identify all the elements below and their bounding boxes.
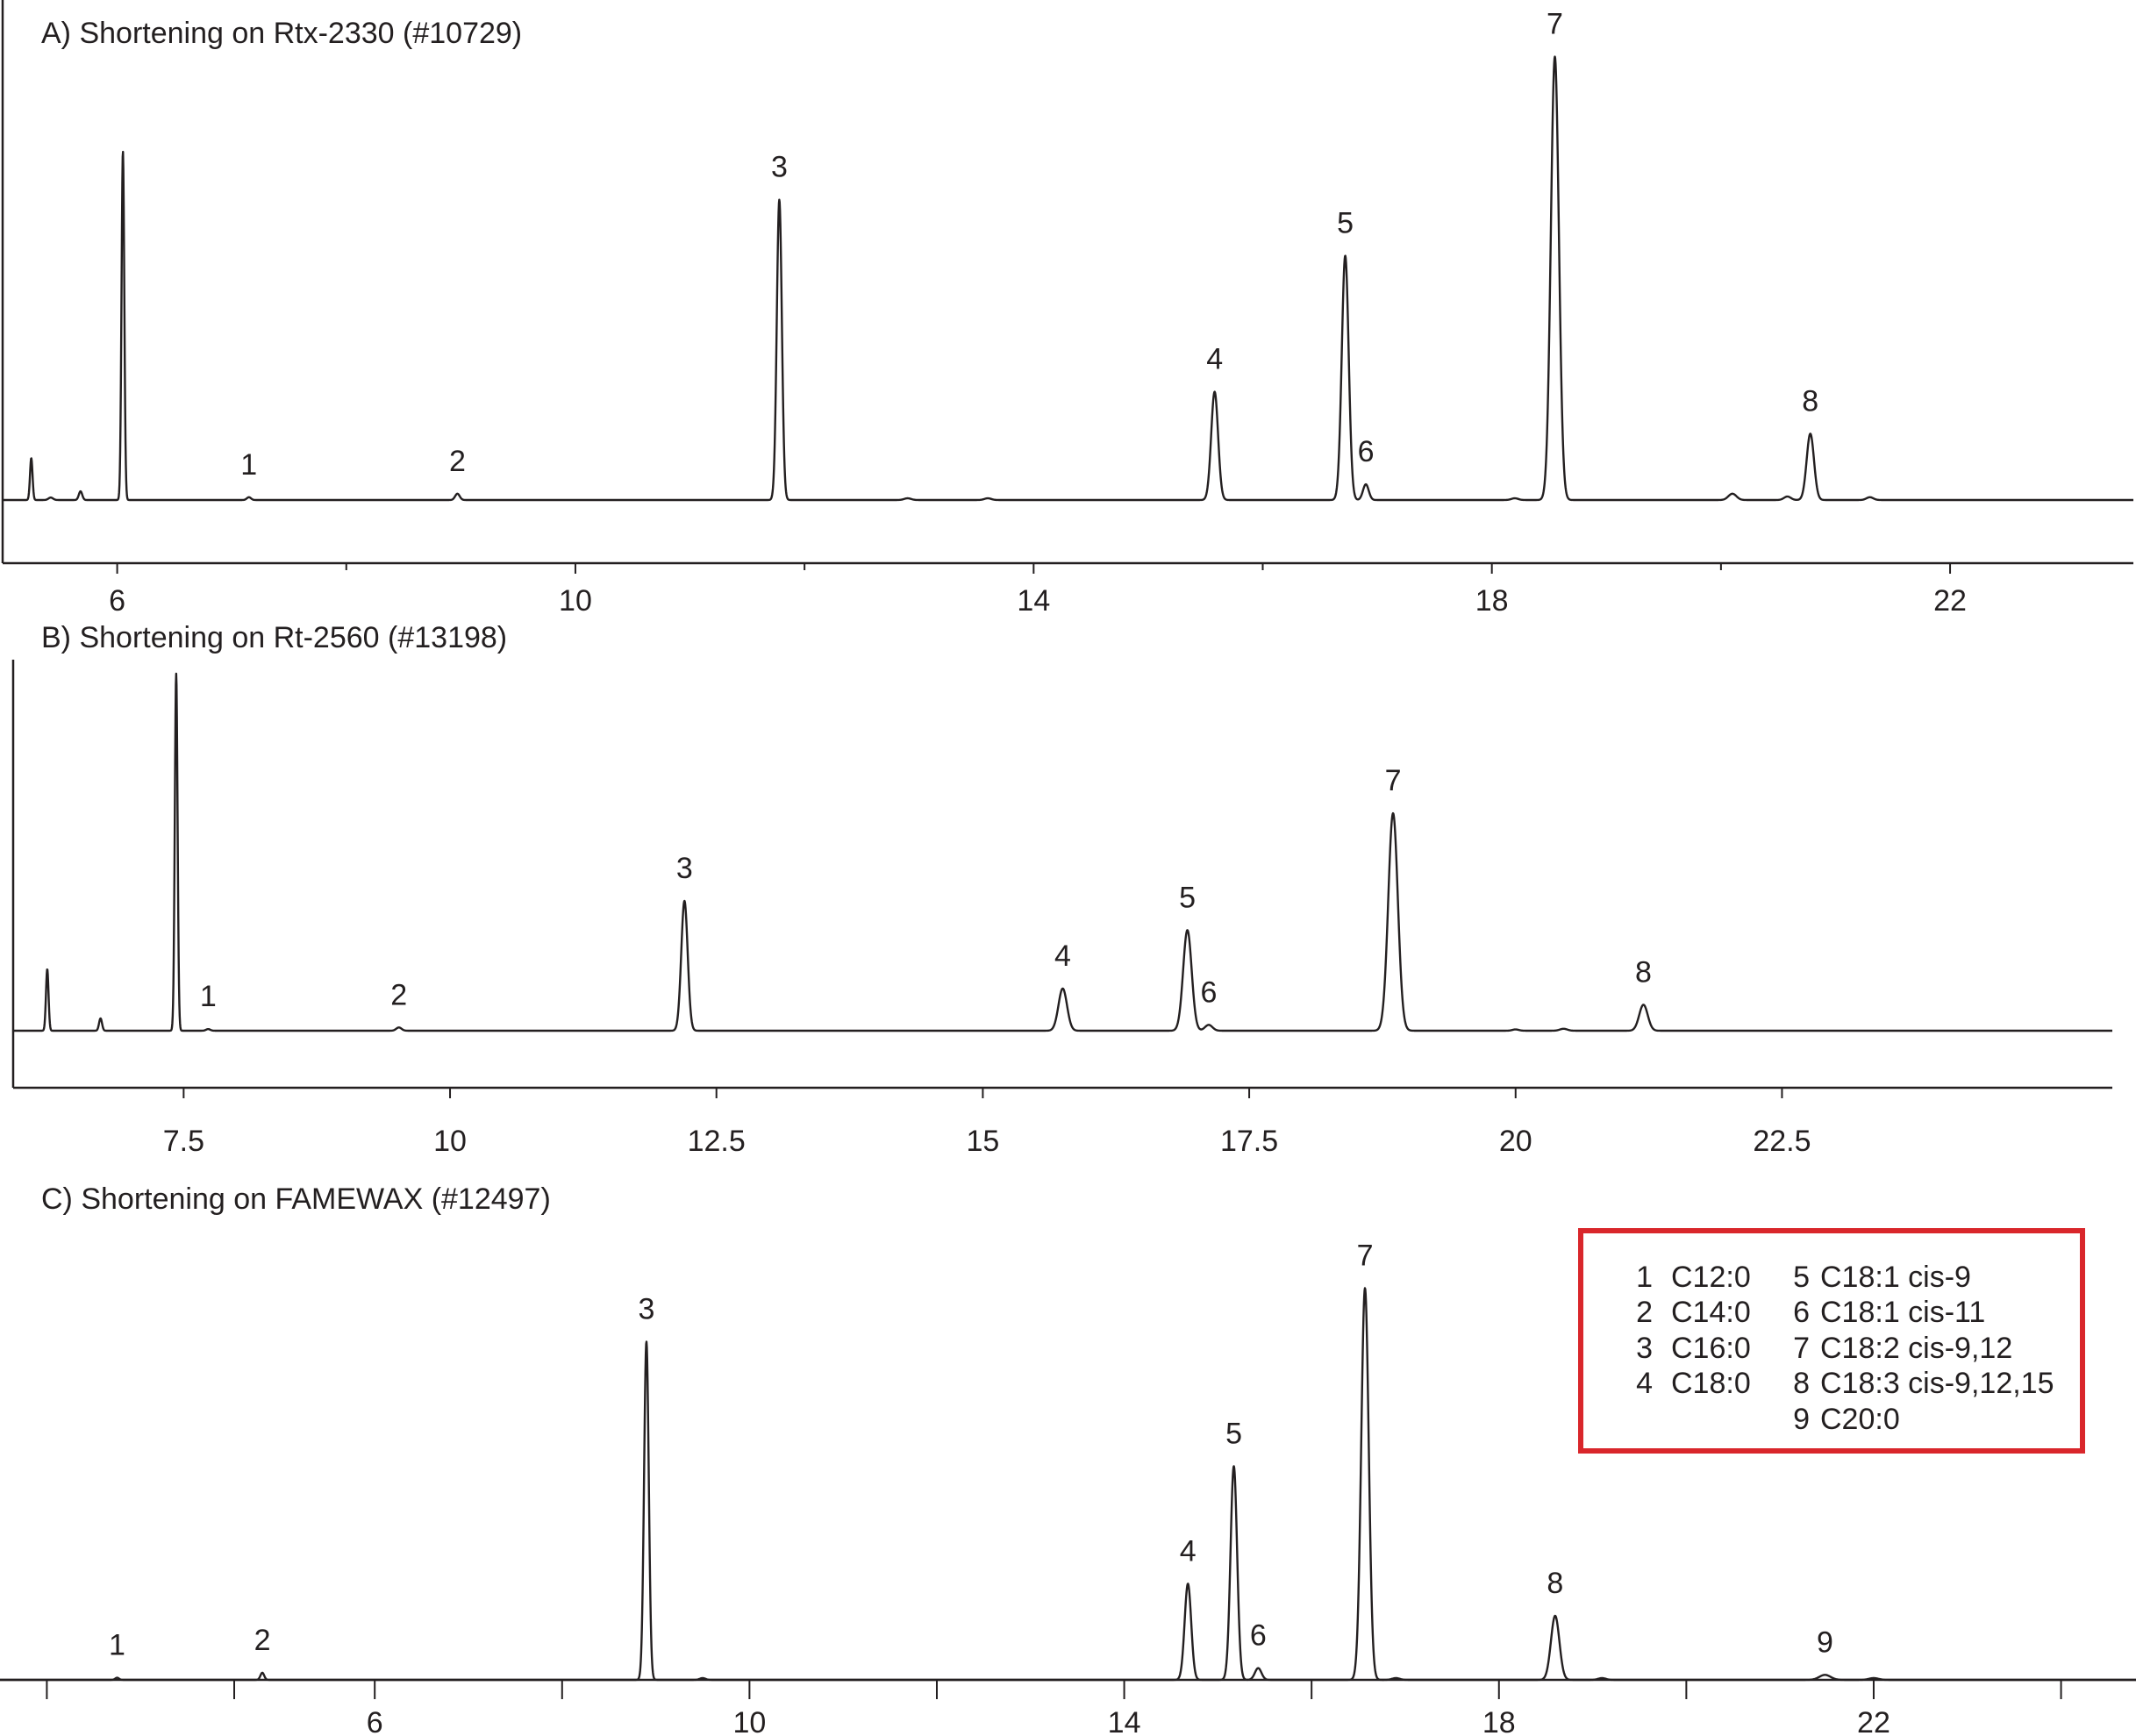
x-tick-label: 22: [1933, 584, 1967, 618]
panel-a-title: A) Shortening on Rtx-2330 (#10729): [41, 17, 522, 50]
x-tick-label: 10: [732, 1706, 766, 1736]
peak-label-3: 3: [638, 1292, 654, 1325]
legend-name-2: C14:0: [1671, 1296, 1751, 1329]
peak-label-7: 7: [1385, 764, 1402, 797]
peak-label-5: 5: [1337, 206, 1354, 239]
legend-name-3: C16:0: [1671, 1332, 1751, 1365]
x-tick-label: 6: [109, 584, 125, 618]
legend-box: [1578, 1228, 2085, 1454]
peak-label-9: 9: [1817, 1625, 1833, 1659]
peak-label-2: 2: [390, 978, 407, 1011]
legend-name-5: C18:1 cis-9: [1820, 1261, 1971, 1294]
peak-label-1: 1: [240, 448, 257, 482]
x-tick-label: 22: [1857, 1706, 1890, 1736]
panel-c: C) Shortening on FAMEWAX (#12497) 6 10 14 1…: [0, 1182, 2136, 1736]
peak-label-2: 2: [449, 445, 466, 478]
chromatogram-trace: [0, 1287, 2136, 1682]
legend-name-6: C18:1 cis-11: [1820, 1296, 1985, 1329]
x-tick-label: 10: [559, 584, 592, 618]
legend-name-8: C18:3 cis-9,12,15: [1820, 1367, 2054, 1400]
peak-label-3: 3: [676, 852, 693, 885]
legend-num-7: 7: [1793, 1332, 1810, 1365]
peak-label-2: 2: [254, 1624, 271, 1657]
x-tick-label: 18: [1482, 1706, 1516, 1736]
legend-name-4: C18:0: [1671, 1367, 1751, 1400]
x-tick-label: 18: [1475, 584, 1509, 618]
legend-num-2: 2: [1636, 1296, 1653, 1329]
legend-num-9: 9: [1793, 1403, 1810, 1436]
x-tick-label: 22.5: [1753, 1125, 1811, 1158]
peak-label-8: 8: [1802, 384, 1818, 418]
peak-label-5: 5: [1179, 881, 1196, 914]
legend-num-3: 3: [1636, 1332, 1653, 1365]
peak-label-7: 7: [1357, 1239, 1374, 1272]
x-tick-label: 7.5: [163, 1125, 204, 1158]
x-tick-label: 6: [367, 1706, 383, 1736]
x-tick-label: 12.5: [688, 1125, 746, 1158]
panel-c-title: C) Shortening on FAMEWAX (#12497): [41, 1182, 551, 1216]
peak-label-6: 6: [1250, 1619, 1267, 1653]
legend-num-6: 6: [1793, 1296, 1810, 1329]
x-tick-label: 20: [1499, 1125, 1532, 1158]
peak-label-6: 6: [1358, 435, 1375, 468]
peak-legend: 1 C12:0 2 C14:0 3 C16:0 4 C18:0 5 C18:1 …: [1578, 1228, 2085, 1454]
peak-label-4: 4: [1206, 343, 1223, 376]
peak-label-3: 3: [771, 151, 788, 184]
peak-label-4: 4: [1180, 1534, 1197, 1568]
chromatogram-trace: [2, 55, 2134, 502]
peak-label-8: 8: [1547, 1567, 1563, 1600]
x-tick-label: 10: [433, 1125, 467, 1158]
peak-label-6: 6: [1200, 975, 1217, 1009]
peak-label-1: 1: [200, 980, 217, 1013]
legend-num-5: 5: [1793, 1261, 1810, 1294]
legend-num-4: 4: [1636, 1367, 1653, 1400]
legend-name-1: C12:0: [1671, 1261, 1751, 1294]
peak-label-4: 4: [1054, 939, 1071, 973]
legend-name-7: C18:2 cis-9,12: [1820, 1332, 2012, 1365]
legend-num-1: 1: [1636, 1261, 1653, 1294]
legend-num-8: 8: [1793, 1367, 1810, 1400]
panel-a: A) Shortening on Rtx-2330 (#10729) 6 10 14…: [1, 0, 2134, 618]
peak-label-5: 5: [1225, 1417, 1242, 1450]
x-tick-label: 14: [1108, 1706, 1141, 1736]
peak-label-1: 1: [109, 1629, 125, 1662]
panel-b: B) Shortening on Rt-2560 (#13198) 7.5 10 1…: [11, 621, 2113, 1158]
legend-name-9: C20:0: [1820, 1403, 1900, 1436]
x-tick-label: 17.5: [1220, 1125, 1278, 1158]
x-tick-label: 15: [966, 1125, 999, 1158]
peak-label-8: 8: [1635, 955, 1652, 989]
panel-b-title: B) Shortening on Rt-2560 (#13198): [41, 621, 507, 654]
peak-label-7: 7: [1547, 8, 1563, 41]
x-tick-label: 14: [1017, 584, 1050, 618]
